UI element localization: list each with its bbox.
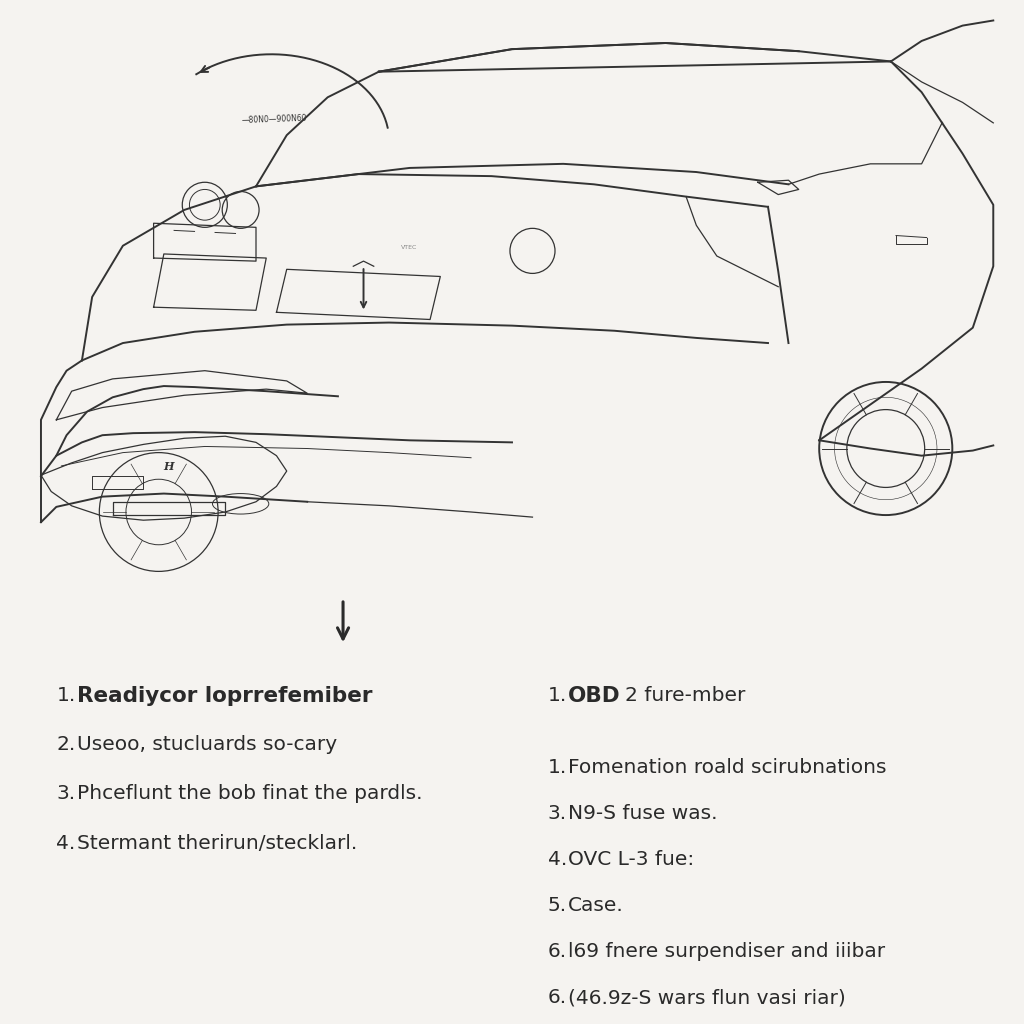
Text: 5.: 5. bbox=[548, 896, 567, 915]
Text: 1.: 1. bbox=[548, 686, 567, 706]
Text: l69 fnere surpendiser and iiibar: l69 fnere surpendiser and iiibar bbox=[568, 942, 886, 962]
Text: OVC L-3 fue:: OVC L-3 fue: bbox=[568, 850, 694, 869]
Text: 3.: 3. bbox=[56, 784, 76, 804]
Text: H: H bbox=[164, 462, 174, 472]
Text: Fomenation roald scirubnations: Fomenation roald scirubnations bbox=[568, 758, 887, 777]
Text: Case.: Case. bbox=[568, 896, 624, 915]
Text: N9-S fuse was.: N9-S fuse was. bbox=[568, 804, 718, 823]
Text: Phceflunt the bob finat the pardls.: Phceflunt the bob finat the pardls. bbox=[77, 784, 422, 804]
Text: 4.: 4. bbox=[56, 834, 76, 853]
Text: 6.: 6. bbox=[548, 988, 567, 1008]
Text: OBD: OBD bbox=[568, 686, 621, 707]
Text: VTEC: VTEC bbox=[401, 246, 418, 250]
Text: Stermant therirun/stecklarl.: Stermant therirun/stecklarl. bbox=[77, 834, 357, 853]
Text: 2.: 2. bbox=[56, 735, 76, 755]
Text: 1.: 1. bbox=[56, 686, 76, 706]
Text: 6.: 6. bbox=[548, 942, 567, 962]
Text: —80N0—900N60: —80N0—900N60 bbox=[242, 114, 307, 125]
Text: Readiycor loprrefemiber: Readiycor loprrefemiber bbox=[77, 686, 373, 707]
Text: 4.: 4. bbox=[548, 850, 567, 869]
Text: 3.: 3. bbox=[548, 804, 567, 823]
Text: 1.: 1. bbox=[548, 758, 567, 777]
Text: 2 fure-mber: 2 fure-mber bbox=[625, 686, 745, 706]
Text: Useoo, stucluards so-cary: Useoo, stucluards so-cary bbox=[77, 735, 337, 755]
Text: (46.9z-S wars flun vasi riar): (46.9z-S wars flun vasi riar) bbox=[568, 988, 846, 1008]
